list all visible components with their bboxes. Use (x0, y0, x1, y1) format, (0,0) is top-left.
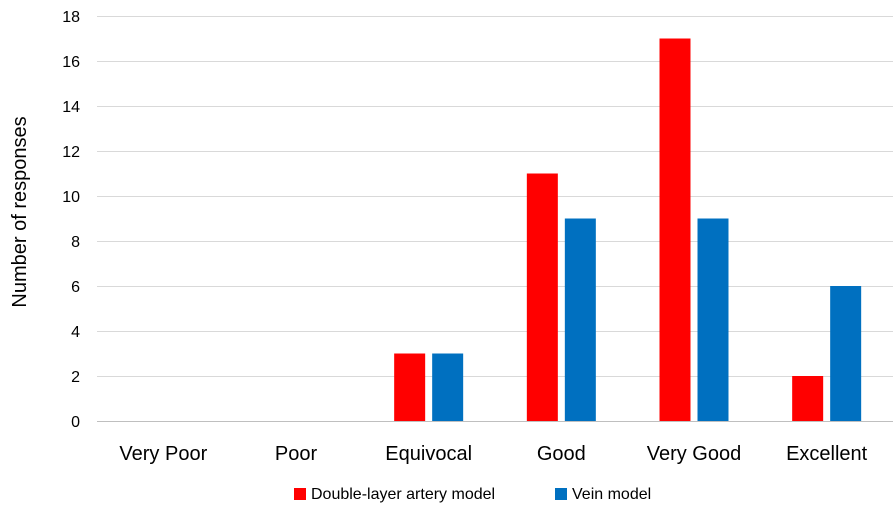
x-tick-label: Excellent (786, 443, 868, 465)
bar-vein-very-good (697, 218, 729, 421)
y-tick-label: 16 (62, 54, 80, 71)
bar-artery-equivocal (394, 353, 426, 421)
bar-artery-good (526, 173, 558, 421)
bar-artery-excellent (792, 376, 824, 421)
y-tick-label: 6 (71, 279, 80, 296)
y-tick-label: 0 (71, 414, 80, 431)
x-axis-ticks: Very Poor Poor Equivocal Good Very Good Excel… (119, 443, 867, 465)
legend-swatch (294, 488, 306, 500)
x-tick-label: Good (537, 443, 586, 465)
y-tick-label: 10 (62, 189, 80, 206)
y-tick-label: 14 (62, 99, 80, 116)
gridlines (97, 16, 893, 422)
y-tick-label: 2 (71, 369, 80, 386)
bars (394, 38, 862, 421)
y-axis-ticks: 0 2 4 6 8 10 12 14 16 18 (62, 9, 80, 431)
x-tick-label: Very Poor (119, 443, 207, 465)
bar-artery-very-good (659, 38, 691, 421)
x-tick-label: Very Good (647, 443, 742, 465)
legend-swatch (555, 488, 567, 500)
y-tick-label: 8 (71, 234, 80, 251)
bar-vein-good (564, 218, 596, 421)
y-axis-title: Number of responses (9, 116, 31, 307)
legend: Double-layer artery model Vein model (294, 486, 651, 503)
x-tick-label: Poor (275, 443, 318, 465)
y-tick-label: 4 (71, 324, 80, 341)
legend-label: Vein model (572, 486, 651, 503)
bar-vein-equivocal (432, 353, 464, 421)
bar-vein-excellent (830, 286, 862, 421)
legend-label: Double-layer artery model (311, 486, 495, 503)
y-tick-label: 18 (62, 9, 80, 26)
x-tick-label: Equivocal (385, 443, 472, 465)
y-tick-label: 12 (62, 144, 80, 161)
